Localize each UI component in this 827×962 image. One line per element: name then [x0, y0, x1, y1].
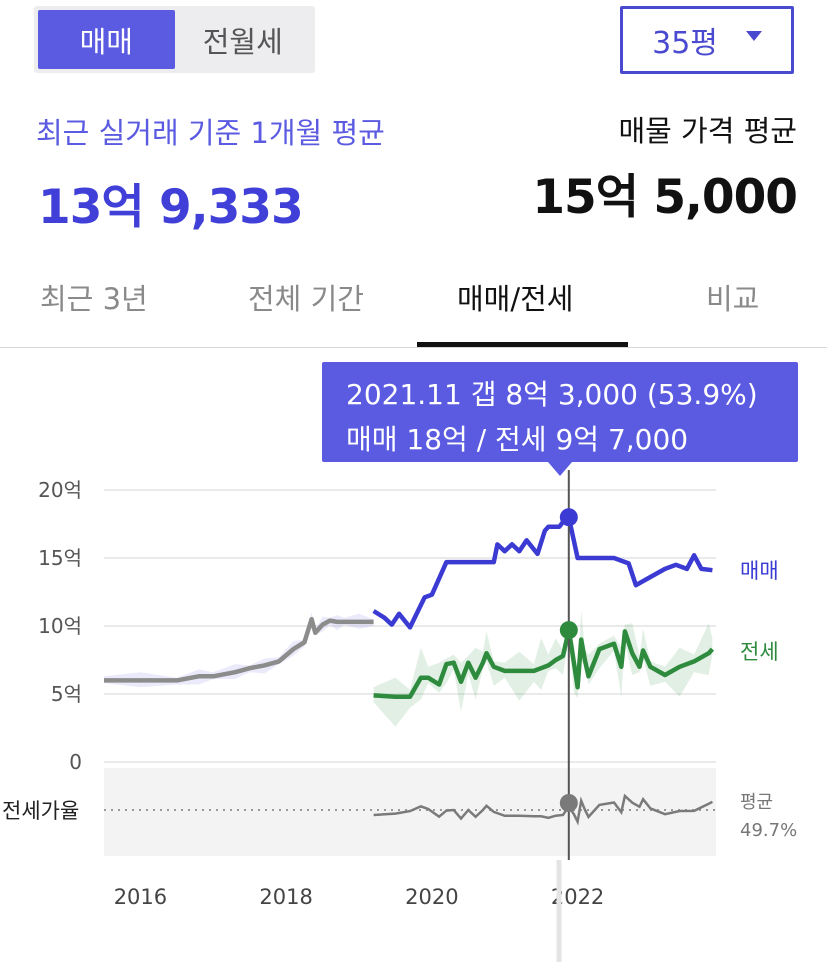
x-tick-label: 2020 — [405, 885, 458, 909]
ratio-row-label: 전세가율 — [2, 799, 79, 823]
y-tick-label: 10억 — [38, 614, 82, 638]
ratio-series-line — [373, 793, 713, 826]
recent-average-value: 13억 9,333 — [38, 180, 304, 235]
series-label-sale: 매매 — [740, 559, 779, 583]
period-tabs: 최근 3년 전체 기간 매매/전세 비교 — [0, 262, 827, 348]
recent-average-label: 최근 실거래 기준 1개월 평균 — [36, 116, 385, 150]
history-series-line — [104, 616, 374, 683]
area-select[interactable]: 35평 — [620, 6, 794, 74]
listing-average-value: 15억 5,000 — [532, 170, 798, 225]
tooltip-arrow — [548, 462, 572, 476]
tab-recent-3-years[interactable]: 최근 3년 — [40, 282, 148, 316]
jeonse-series-line — [373, 627, 715, 699]
history-range-band — [104, 612, 374, 688]
x-tick-label: 2018 — [259, 885, 312, 909]
tab-sale-jeonse[interactable]: 매매/전세 — [457, 282, 574, 316]
ratio-average-label: 평균 — [740, 792, 773, 813]
x-tick-label: 2016 — [114, 885, 167, 909]
sale-toggle-button[interactable]: 매매 — [38, 10, 175, 69]
selected-ratio-point[interactable] — [559, 794, 578, 812]
listing-average-label: 매물 가격 평균 — [618, 114, 797, 148]
y-tick-label: 0 — [69, 750, 82, 774]
y-tick-label: 5억 — [51, 682, 82, 706]
trade-type-toggle: 매매 전월세 — [34, 6, 315, 73]
area-select-value: 35평 — [652, 26, 718, 61]
sale-series-line — [372, 514, 713, 630]
active-tab-underline — [417, 342, 628, 347]
chart-tooltip: 2021.11 갭 8억 3,000 (53.9%) 매매 18억 / 전세 9… — [322, 362, 798, 476]
rent-toggle-button[interactable]: 전월세 — [202, 24, 283, 59]
selected-jeonse-point[interactable] — [559, 621, 578, 640]
tab-all-period[interactable]: 전체 기간 — [248, 282, 364, 316]
y-tick-label: 15억 — [38, 546, 82, 570]
tooltip-gap-line: 2021.11 갭 8억 3,000 (53.9%) — [346, 378, 758, 411]
chevron-down-icon — [745, 31, 762, 41]
tab-compare[interactable]: 비교 — [706, 282, 760, 316]
selected-sale-point[interactable] — [559, 508, 578, 527]
ratio-average-value: 49.7% — [740, 820, 797, 841]
series-label-jeonse: 전세 — [740, 640, 779, 664]
tooltip-price-line: 매매 18억 / 전세 9억 7,000 — [346, 423, 689, 456]
y-tick-label: 20억 — [38, 478, 82, 502]
